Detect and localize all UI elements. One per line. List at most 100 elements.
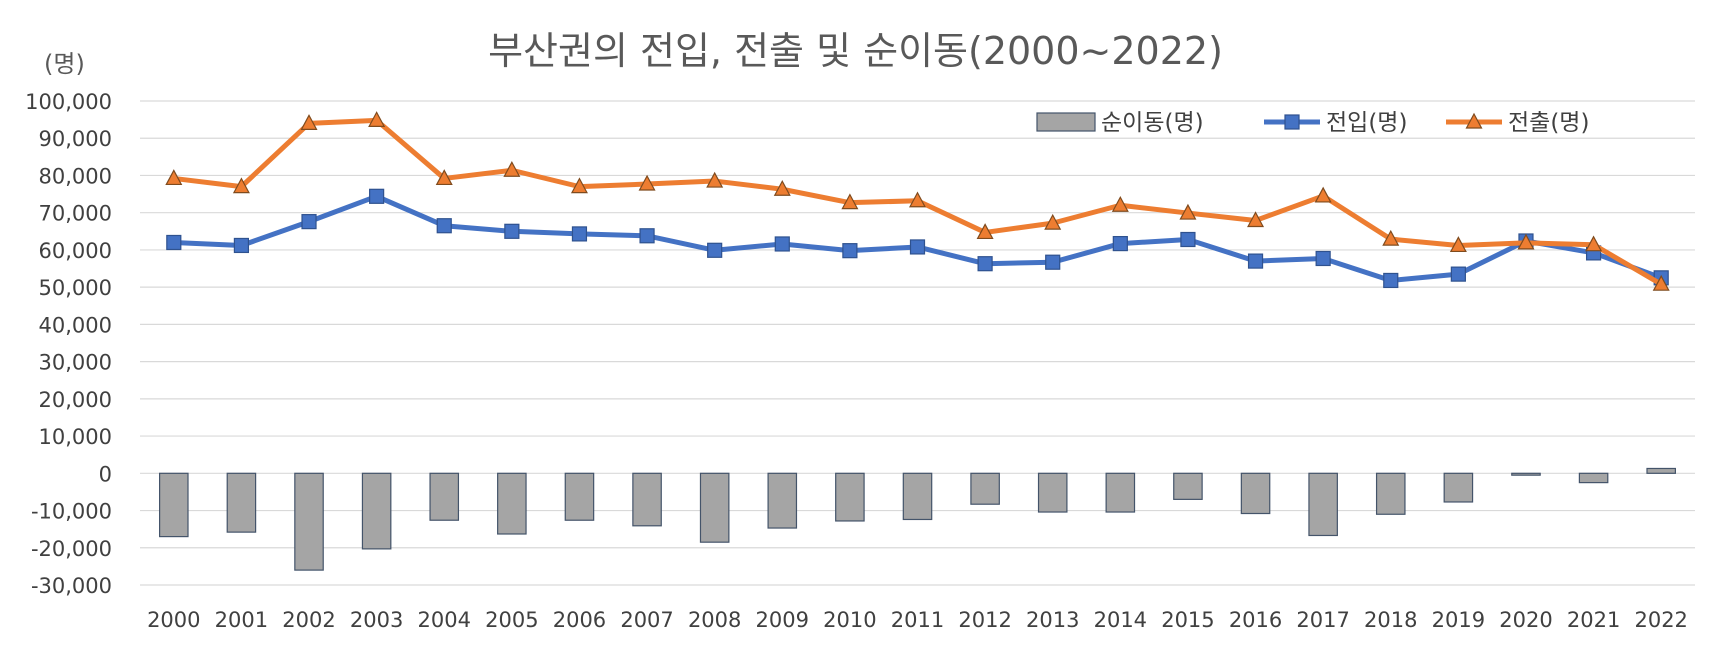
y-tick-label: 50,000 (39, 276, 112, 300)
y-tick-label: 0 (99, 462, 112, 486)
bar-net-migration (970, 472, 1000, 505)
point-out-migration (638, 174, 656, 191)
bar-net-migration (1511, 472, 1541, 476)
point-out-migration (976, 223, 994, 240)
bar-net-migration (1240, 472, 1271, 515)
y-tick-label: 40,000 (39, 313, 112, 337)
point-in-migration (233, 237, 250, 254)
bar-net-migration (1105, 472, 1136, 513)
point-out-migration (300, 114, 318, 130)
bar-net-migration (1375, 472, 1406, 515)
y-tick-label: 10,000 (39, 425, 112, 449)
y-tick-label: -10,000 (31, 500, 112, 524)
y-axis-unit-label: (명) (44, 50, 85, 78)
series-line (173, 193, 1663, 283)
point-out-migration (706, 171, 724, 188)
point-in-migration (504, 223, 520, 239)
point-in-migration (1383, 272, 1399, 289)
x-tick-label: 2009 (756, 608, 809, 632)
point-in-migration (301, 214, 317, 230)
point-out-migration (368, 111, 386, 127)
y-tick-label: 60,000 (39, 239, 112, 263)
point-in-migration (166, 234, 182, 251)
point-in-migration (436, 218, 452, 234)
x-tick-label: 2021 (1567, 608, 1620, 632)
point-in-migration (1180, 231, 1196, 248)
legend-label: 순이동(명) (1101, 110, 1204, 136)
bar-net-migration (835, 472, 865, 522)
legend-marker-triangle (1465, 112, 1483, 129)
point-out-migration (1179, 203, 1197, 220)
point-in-migration (1315, 250, 1331, 267)
point-out-migration (908, 191, 927, 208)
x-tick-label: 2011 (891, 608, 944, 632)
bar-net-migration (1173, 472, 1203, 500)
legend-swatch-net-migration (1036, 112, 1096, 132)
bar-net-migration (1308, 472, 1338, 537)
legend-label: 전출(명) (1508, 110, 1589, 136)
y-tick-label: 30,000 (39, 351, 112, 375)
bar-net-migration (1578, 472, 1609, 484)
bar-net-migration (159, 472, 189, 538)
bar-net-migration (1037, 472, 1068, 513)
point-out-migration (1449, 236, 1467, 253)
point-out-migration (1585, 235, 1603, 252)
point-in-migration (571, 226, 588, 242)
x-tick-label: 2019 (1432, 608, 1485, 632)
y-tick-label: 90,000 (39, 127, 112, 151)
x-tick-label: 2004 (418, 608, 471, 632)
point-out-migration (1652, 274, 1670, 291)
point-in-migration (842, 243, 858, 259)
point-out-migration (841, 193, 859, 210)
x-tick-label: 2017 (1296, 608, 1349, 632)
x-tick-label: 2020 (1499, 608, 1552, 632)
bar-net-migration (699, 472, 730, 543)
point-in-migration (707, 242, 723, 258)
point-out-migration (1111, 195, 1129, 212)
x-tick-label: 2018 (1364, 608, 1417, 632)
chart-title: 부산권의 전입, 전출 및 순이동(2000~2022) (488, 29, 1223, 73)
x-tick-label: 2000 (147, 608, 200, 632)
point-in-migration (639, 228, 655, 244)
bar-net-migration (226, 472, 257, 533)
bar-net-migration (564, 472, 595, 521)
y-tick-label: -20,000 (31, 537, 112, 561)
x-tick-label: 2003 (350, 608, 403, 632)
bar-net-migration (429, 472, 460, 521)
point-in-migration (1247, 253, 1264, 269)
bar-net-migration (902, 472, 933, 521)
x-tick-label: 2002 (282, 608, 335, 632)
y-tick-label: 20,000 (39, 388, 112, 412)
x-tick-label: 2013 (1026, 608, 1079, 632)
bar-net-migration (1646, 467, 1676, 474)
point-out-migration (503, 160, 521, 177)
legend-marker-square (1284, 114, 1300, 130)
y-tick-label: -30,000 (31, 574, 112, 598)
y-tick-label: 70,000 (39, 202, 112, 226)
point-out-migration (1247, 211, 1265, 228)
x-tick-label: 2012 (958, 608, 1011, 632)
x-tick-label: 2016 (1229, 608, 1282, 632)
point-out-migration (232, 177, 250, 194)
point-out-migration (1314, 186, 1332, 203)
point-in-migration (1112, 235, 1128, 252)
x-tick-label: 2015 (1161, 608, 1214, 632)
y-tick-label: 100,000 (25, 90, 112, 114)
x-tick-label: 2022 (1634, 608, 1687, 632)
x-tick-label: 2014 (1094, 608, 1147, 632)
legend-label: 전입(명) (1326, 110, 1407, 136)
point-in-migration (774, 236, 790, 252)
point-out-migration (570, 177, 588, 194)
x-tick-label: 2008 (688, 608, 741, 632)
point-out-migration (1382, 229, 1400, 246)
point-out-migration (773, 179, 791, 196)
point-in-migration (369, 188, 385, 204)
point-out-migration (435, 169, 453, 186)
bar-net-migration (294, 472, 324, 571)
point-in-migration (977, 256, 993, 272)
point-in-migration (909, 239, 926, 255)
point-in-migration (1045, 254, 1061, 270)
x-tick-label: 2005 (485, 608, 538, 632)
